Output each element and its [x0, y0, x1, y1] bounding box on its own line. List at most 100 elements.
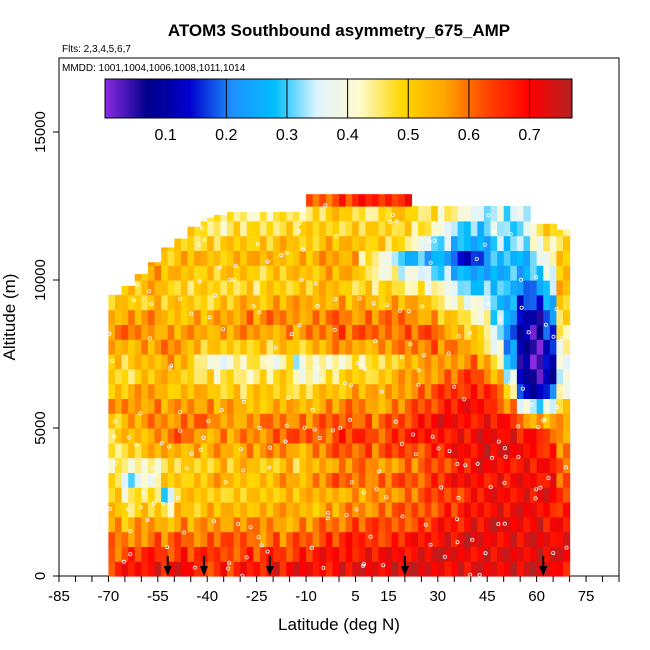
heatmap-cell [503, 324, 511, 340]
sample-point [264, 359, 269, 364]
heatmap-cell [339, 280, 347, 296]
heatmap-cell [530, 223, 538, 237]
heatmap-cell [266, 368, 274, 385]
heatmap-cell [299, 309, 307, 325]
heatmap-cell [530, 383, 538, 399]
sample-point [394, 219, 399, 224]
heatmap-cell [266, 442, 274, 459]
heatmap-cell [273, 398, 281, 414]
heatmap-cell [398, 428, 406, 444]
heatmap-cell [404, 368, 413, 385]
heatmap-cell [319, 531, 327, 547]
sample-point [384, 495, 389, 500]
heatmap-cell [385, 561, 393, 577]
heatmap-cell [253, 502, 261, 518]
heatmap-cell [457, 398, 465, 414]
heatmap-cell [180, 250, 189, 266]
heatmap-cell [319, 457, 327, 473]
heatmap-cell [161, 247, 169, 251]
heatmap-cell [444, 487, 452, 503]
heatmap-cell [358, 428, 366, 444]
heatmap-cell [345, 206, 353, 222]
heatmap-cell [174, 398, 182, 414]
heatmap-cell [385, 206, 393, 222]
heatmap-cell [174, 324, 182, 340]
heatmap-cell [207, 442, 215, 459]
heatmap-cell [352, 294, 360, 311]
heatmap-cell [180, 398, 189, 414]
sample-point [475, 461, 480, 466]
heatmap-cell [470, 206, 478, 222]
heatmap-cell [240, 220, 248, 237]
heatmap-cell [444, 428, 452, 444]
heatmap-cell [411, 280, 419, 296]
heatmap-cell [470, 398, 478, 414]
heatmap-cell [174, 516, 182, 533]
heatmap-cell [563, 502, 571, 518]
heatmap-cell [200, 516, 208, 533]
heatmap-cell [418, 428, 426, 444]
heatmap-cell [174, 309, 182, 325]
heatmap-cell [108, 561, 116, 577]
heatmap-cell [141, 531, 149, 547]
heatmap-cell [530, 502, 538, 518]
heatmap-cell [194, 280, 202, 296]
heatmap-cell [516, 502, 525, 518]
heatmap-cell [345, 309, 353, 325]
heatmap-cell [549, 223, 558, 237]
sample-point [534, 487, 539, 492]
heatmap-cell [259, 487, 268, 503]
heatmap-cell [530, 265, 538, 281]
heatmap-cell [141, 502, 149, 518]
heatmap-cell [306, 442, 314, 459]
heatmap-cell [444, 398, 452, 414]
heatmap-cell [418, 516, 426, 533]
sample-point [541, 418, 546, 423]
heatmap-cell [220, 442, 228, 459]
heatmap-cell [273, 561, 281, 577]
heatmap-cell [312, 383, 320, 399]
heatmap-cell [174, 546, 182, 562]
heatmap-cell [134, 368, 142, 385]
heatmap-cell [292, 487, 301, 503]
heatmap-cell [286, 368, 294, 385]
heatmap-cell [470, 220, 478, 237]
heatmap-cell [220, 546, 228, 562]
heatmap-cell [358, 265, 366, 281]
heatmap-cell [483, 339, 492, 355]
heatmap-cell [358, 309, 366, 325]
heatmap-cell [273, 383, 281, 399]
heatmap-cell [563, 235, 571, 251]
sample-point [279, 253, 284, 258]
heatmap-cell [358, 294, 366, 311]
heatmap-cell [220, 472, 228, 488]
heatmap-cell [121, 428, 129, 444]
heatmap-cell [180, 309, 189, 325]
heatmap-cell [306, 368, 314, 385]
heatmap-cell [147, 413, 156, 429]
heatmap-cell [306, 487, 314, 503]
heatmap-cell [464, 502, 472, 518]
heatmap-cell [154, 398, 162, 414]
heatmap-cell [371, 531, 380, 547]
heatmap-cell [378, 206, 386, 222]
heatmap-cell [352, 383, 360, 399]
heatmap-cell [516, 487, 525, 503]
heatmap-cell [299, 457, 307, 473]
heatmap-cell [477, 235, 485, 251]
sample-point [534, 275, 539, 280]
heatmap-cell [510, 413, 518, 429]
heatmap-cell [299, 339, 307, 355]
sample-point [520, 386, 525, 391]
heatmap-cell [121, 294, 129, 311]
heatmap-cell [194, 472, 202, 488]
sample-point [406, 309, 411, 314]
heatmap-cell [339, 531, 347, 547]
heatmap-cell [503, 472, 511, 488]
sample-point [455, 461, 460, 466]
heatmap-cell [437, 206, 446, 222]
heatmap-cell [194, 457, 202, 473]
heatmap-cell [385, 354, 393, 370]
heatmap-cell [497, 324, 505, 340]
heatmap-cell [273, 211, 281, 222]
